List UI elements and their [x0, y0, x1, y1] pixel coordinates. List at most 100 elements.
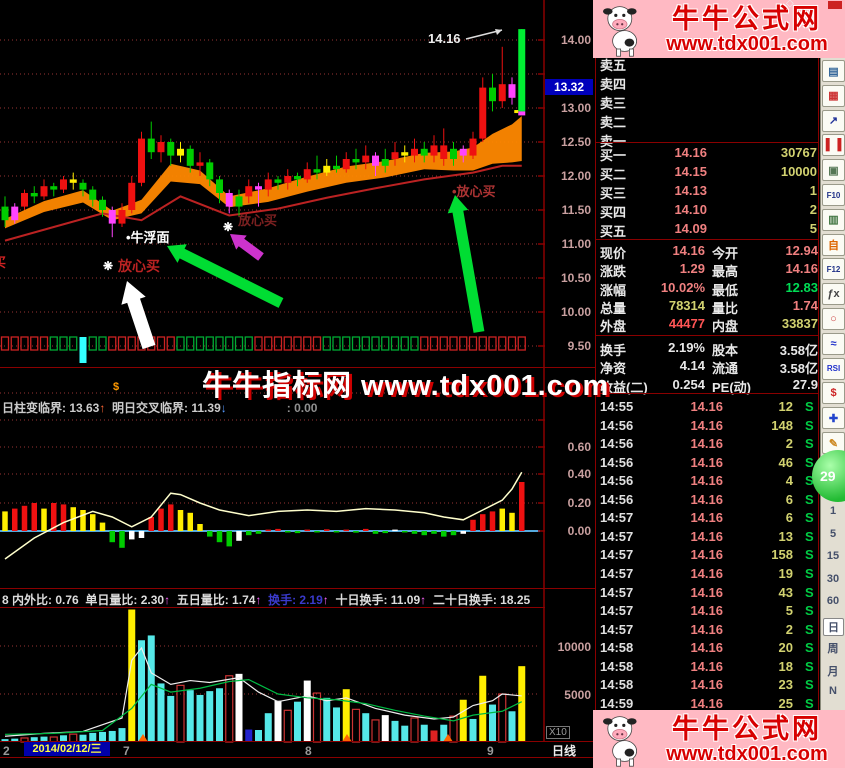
stat-row: 涨幅 10.02% 最低 12.83 — [595, 280, 820, 298]
period-label: 日线 — [552, 744, 577, 758]
header-segment: 日柱变临界: 13.63 — [2, 401, 100, 415]
close-icon[interactable] — [828, 1, 842, 9]
period-button-月[interactable]: 月 — [827, 665, 839, 678]
quote-cell: 46 — [778, 454, 793, 470]
quote-cell: 总量 — [600, 301, 627, 316]
stat-row: 净资 4.14 流通 3.58亿 — [595, 358, 820, 376]
quote-cell: 19 — [778, 565, 793, 581]
quote-cell: 14:57 — [600, 584, 634, 600]
period-button-5[interactable]: 5 — [829, 527, 837, 540]
period-button-60[interactable]: 60 — [826, 595, 840, 607]
banner-url: www.tdx001.com — [666, 33, 828, 55]
custom-icon[interactable]: 自 — [822, 233, 845, 256]
header-segment: ↑ — [322, 593, 329, 607]
tape-row: 14:56 14.16 4 S — [595, 473, 820, 491]
pages-icon[interactable]: ▣ — [822, 159, 845, 182]
quote-cell: 158 — [771, 547, 793, 563]
quote-cell: S — [805, 677, 814, 693]
volume-unit-label: X10 — [546, 726, 570, 739]
sell-level-row: 卖一 — [595, 131, 820, 149]
quote-cell: S — [805, 528, 814, 544]
quote-cell: S — [805, 565, 814, 581]
volume-panel-canvas[interactable] — [0, 590, 595, 758]
tape-row: 14:58 14.16 18 S — [595, 659, 820, 677]
quote-cell: 14:58 — [600, 677, 634, 693]
macd-panel-canvas[interactable] — [0, 368, 595, 590]
doc-icon[interactable]: ▥ — [822, 208, 845, 231]
header-segment: ↓ — [220, 401, 227, 415]
quote-cell: 30767 — [780, 145, 817, 160]
quote-cell: 23 — [778, 677, 793, 693]
macd-header: 日柱变临界: 13.63↑ 明日交叉临界: 11.39↓: 0.00 — [2, 399, 317, 416]
wave-icon[interactable]: ≈ — [822, 332, 845, 355]
quote-cell: S — [805, 695, 814, 711]
period-button-N[interactable]: N — [829, 685, 837, 697]
ad-banner-top[interactable]: 牛牛公式网 www.tdx001.com — [593, 0, 845, 58]
quote-cell: 量比 — [712, 301, 739, 316]
period-button-周[interactable]: 周 — [827, 643, 839, 655]
label-fangxinmai-3: •放心买 — [452, 184, 496, 199]
header-segment: ↑ — [420, 593, 427, 607]
quote-cell: 14.16 — [690, 436, 723, 452]
period-button-15[interactable]: 15 — [826, 550, 840, 562]
circle-icon[interactable]: ○ — [822, 308, 845, 330]
macd-axis-label: 0.00 — [567, 524, 591, 538]
rsi-icon[interactable]: RSI — [822, 357, 845, 380]
stat-row: 现价 14.16 今开 12.94 — [595, 243, 820, 261]
stat-row: 涨跌 1.29 最高 14.16 — [595, 261, 820, 279]
quote-cell: 14:57 — [600, 565, 634, 581]
helper-badge[interactable]: 29 — [812, 450, 845, 502]
quote-cell: 净资 — [600, 361, 627, 376]
header-segment: 五日量比: 1.74 — [170, 593, 256, 607]
quote-cell: 3.58亿 — [779, 343, 818, 358]
period-button-日[interactable]: 日 — [823, 617, 844, 636]
macd-axis-label: 0.60 — [567, 440, 591, 454]
money-icon[interactable]: $ — [822, 382, 845, 405]
main-chart-canvas[interactable] — [0, 0, 595, 368]
quote-cell: 卖三 — [600, 96, 627, 111]
quote-cell: 14.15 — [674, 164, 707, 179]
quote-cell: 2 — [785, 436, 793, 452]
trend-line-icon[interactable]: ↗ — [822, 109, 845, 132]
tape-row: 14:57 14.16 19 S — [595, 566, 820, 584]
table-icon[interactable]: ▦ — [822, 84, 845, 107]
tape-row: 14:58 14.16 20 S — [595, 640, 820, 658]
quote-cell: 外盘 — [600, 319, 627, 334]
quote-cell: 1.74 — [792, 298, 818, 313]
restore-icon[interactable]: ◇ — [786, 0, 794, 9]
buy-level-row: 买四 14.10 2 — [595, 202, 820, 220]
quote-cell: 1.29 — [679, 261, 705, 276]
f10-icon[interactable]: F10 — [822, 184, 845, 206]
period-button-1[interactable]: 1 — [829, 505, 837, 517]
buy-level-row: 买五 14.09 5 — [595, 221, 820, 239]
quote-cell: 14.16 — [690, 640, 723, 656]
quote-cell: 5 — [809, 221, 817, 236]
move-icon[interactable]: ✚ — [822, 407, 845, 430]
quote-cell: 20 — [778, 640, 793, 656]
quote-cell: PE(动) — [712, 380, 752, 395]
formula-icon[interactable]: ƒx — [822, 283, 845, 306]
quote-cell: 12 — [778, 399, 793, 414]
ad-banner-bottom[interactable]: 牛牛公式网 www.tdx001.com — [593, 710, 845, 768]
quote-cell: S — [805, 491, 814, 507]
quote-cell: 13 — [778, 528, 793, 544]
quote-cell: 涨幅 — [600, 283, 627, 298]
buy-level-row: 买一 14.16 30767 — [595, 145, 820, 163]
kline-icon[interactable]: ▌▐ — [822, 134, 845, 157]
label-niufumian: •牛浮面 — [126, 230, 170, 245]
quote-cell: 14.16 — [690, 491, 723, 507]
quote-cell: 14.10 — [674, 202, 707, 217]
report-icon[interactable]: ▤ — [822, 60, 845, 82]
quote-cell: 14.16 — [690, 584, 723, 600]
quote-cell: 25 — [778, 695, 793, 711]
date-cell[interactable]: 2014/02/12/三 — [24, 742, 110, 756]
quote-cell: 换手 — [600, 343, 627, 358]
quote-cell: 14:57 — [600, 510, 634, 526]
f12-icon[interactable]: F12 — [822, 258, 845, 281]
sell-level-row: 卖三 — [595, 93, 820, 111]
volume-header: 8 内外比: 0.76 单日量比: 2.30↑ 五日量比: 1.74↑ 换手: … — [2, 591, 530, 608]
quote-cell: 14:57 — [600, 621, 634, 637]
period-button-30[interactable]: 30 — [826, 572, 840, 585]
price-axis-label: 10.50 — [560, 271, 591, 285]
